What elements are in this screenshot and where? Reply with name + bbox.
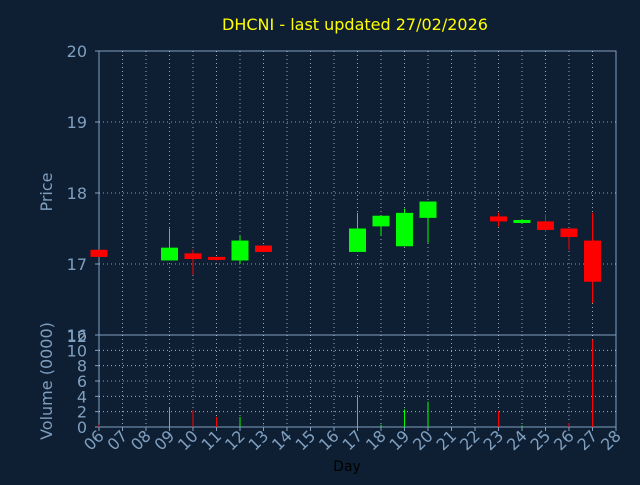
volume-tick-label: 10: [67, 341, 87, 360]
candle-body: [255, 245, 272, 252]
price-axis-label: Price: [37, 172, 56, 211]
candle-body: [419, 201, 437, 218]
candle-body: [231, 240, 249, 261]
candle-body: [584, 240, 601, 282]
price-tick-label: 20: [67, 42, 87, 61]
candle-body: [513, 219, 531, 223]
volume-tick-label: 2: [77, 403, 87, 422]
candle-body: [161, 247, 178, 261]
candle-body: [490, 216, 507, 222]
candle-body: [537, 221, 554, 230]
price-panel: 16 17 18 19 20: [67, 42, 617, 345]
x-axis-label: Day: [333, 459, 361, 475]
price-tick-label: 16: [67, 326, 87, 345]
volume-tick-label: 8: [77, 357, 87, 376]
volume-tick-label: 6: [77, 372, 87, 391]
candle-body: [349, 228, 366, 252]
price-tick-label: 17: [67, 255, 87, 274]
price-tick-label: 18: [67, 184, 87, 203]
price-plot-area: [98, 50, 617, 336]
candle-body: [560, 228, 578, 238]
volume-axis-label: Volume (0000): [37, 322, 56, 440]
volume-panel: 0246810120607080910111213141516171819202…: [67, 327, 625, 454]
candle-body: [372, 215, 390, 227]
chart-title: DHCNI - last updated 27/02/2026: [222, 15, 488, 34]
x-tick-label: 28: [597, 426, 625, 454]
volume-tick-label: 4: [77, 387, 87, 406]
candle-body: [90, 249, 108, 257]
volume-top-label: 12: [67, 327, 87, 346]
candle-body: [208, 256, 225, 260]
price-tick-label: 19: [67, 113, 87, 132]
candle-body: [396, 212, 413, 247]
candle-body: [184, 253, 202, 260]
volume-tick-label: 0: [77, 418, 87, 437]
